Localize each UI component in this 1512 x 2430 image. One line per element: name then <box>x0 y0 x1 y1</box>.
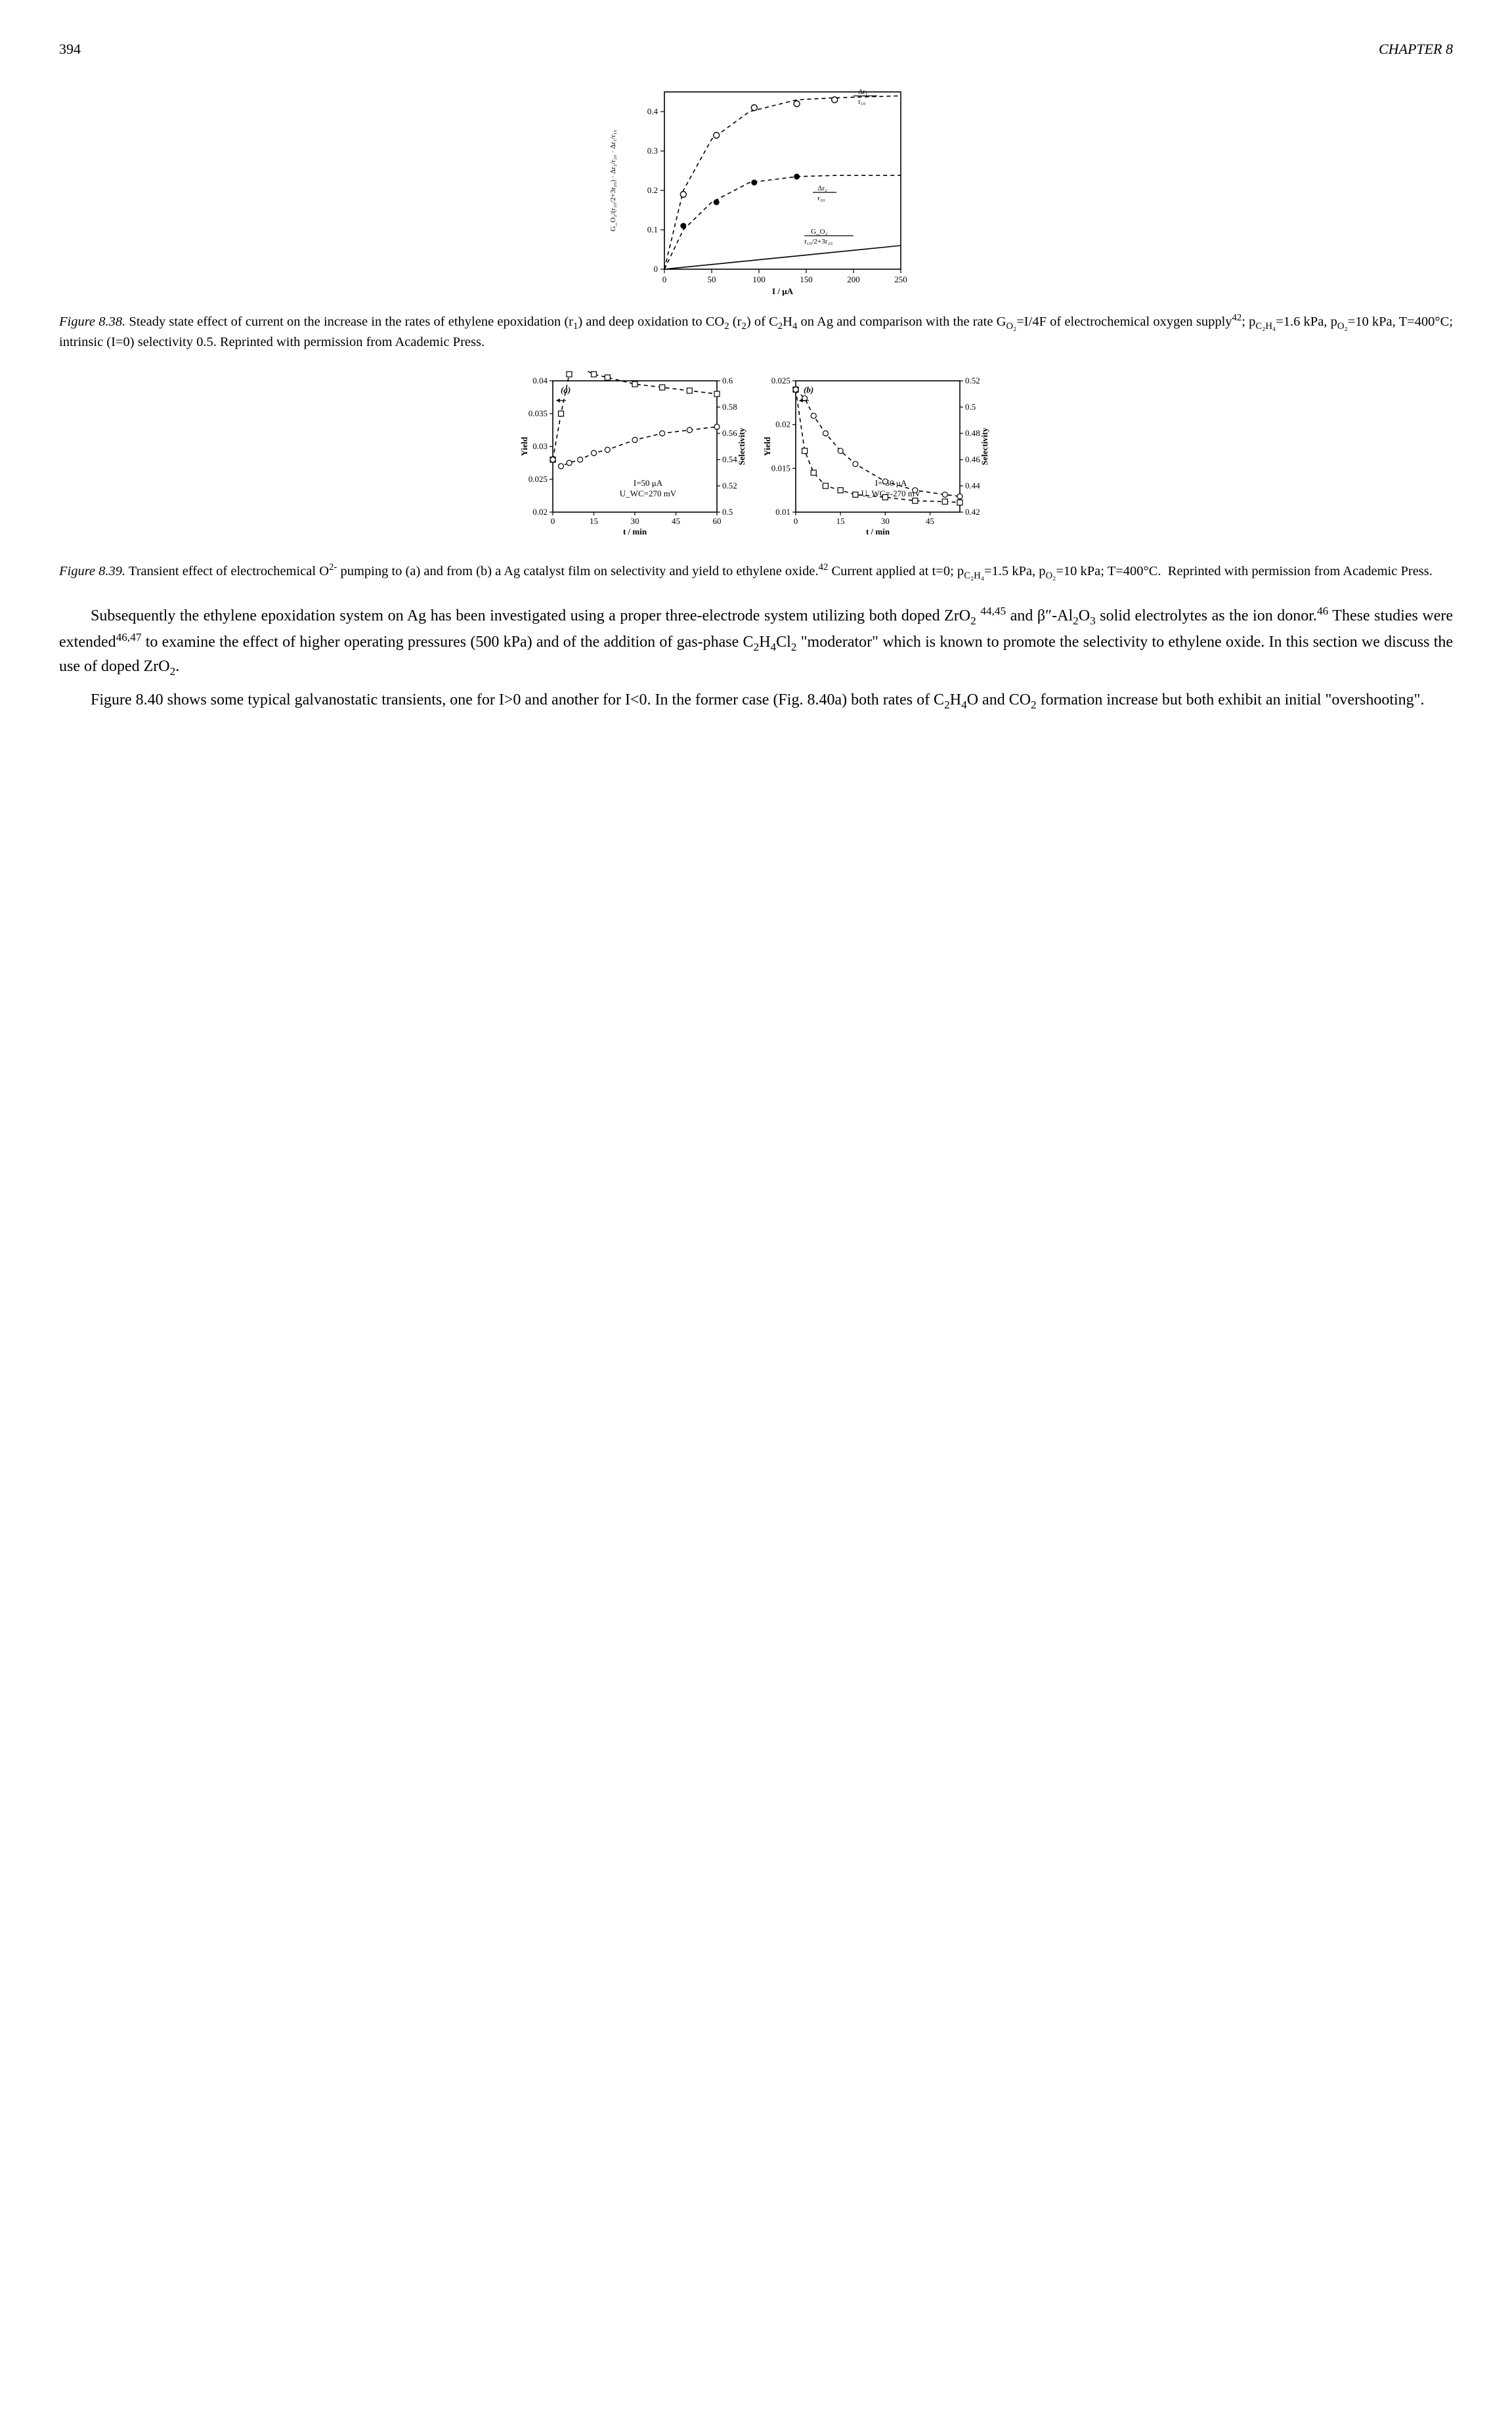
svg-text:Yield: Yield <box>519 437 529 456</box>
svg-text:30: 30 <box>880 516 889 526</box>
svg-text:0.54: 0.54 <box>722 454 737 464</box>
svg-text:0.035: 0.035 <box>528 408 547 418</box>
svg-text:0.58: 0.58 <box>722 402 737 412</box>
svg-text:(b): (b) <box>804 385 813 395</box>
fig839a-chart: 0 15 30 45 60 0.02 0.025 0.03 0.035 0.04 0.5 0.52 0.… <box>517 371 753 542</box>
svg-text:r₂₀: r₂₀ <box>817 194 825 202</box>
svg-text:0: 0 <box>550 516 555 526</box>
svg-text:0.46: 0.46 <box>965 454 980 464</box>
svg-text:0.025: 0.025 <box>528 474 547 484</box>
svg-text:Δr₂: Δr₂ <box>817 184 827 192</box>
svg-text:t / min: t / min <box>622 527 647 536</box>
svg-text:Selectivity: Selectivity <box>980 427 989 466</box>
svg-text:0.04: 0.04 <box>532 376 548 385</box>
svg-text:I / μA: I / μA <box>772 286 794 296</box>
svg-text:100: 100 <box>752 274 766 284</box>
svg-text:0: 0 <box>653 264 658 274</box>
svg-text:60: 60 <box>712 516 721 526</box>
svg-text:0.025: 0.025 <box>771 376 790 385</box>
svg-text:0.5: 0.5 <box>722 507 733 517</box>
svg-text:Selectivity: Selectivity <box>737 427 746 466</box>
svg-text:Yield: Yield <box>762 437 772 456</box>
fig839-caption: Figure 8.39. Transient effect of electro… <box>59 561 1453 583</box>
svg-text:r₁₀: r₁₀ <box>858 98 865 106</box>
fig838-caption: Figure 8.38. Steady state effect of curr… <box>59 312 1453 352</box>
fig839b-chart: 0 15 30 45 0.01 0.015 0.02 0.025 0.42 0.44 0.46 0.4… <box>760 371 996 542</box>
svg-text:0.01: 0.01 <box>775 507 790 517</box>
svg-text:0.2: 0.2 <box>647 185 657 195</box>
svg-text:15: 15 <box>590 516 598 526</box>
svg-text:45: 45 <box>926 516 934 526</box>
svg-text:50: 50 <box>707 274 716 284</box>
svg-text:0.6: 0.6 <box>722 376 733 385</box>
svg-text:0.03: 0.03 <box>532 441 548 451</box>
svg-text:0: 0 <box>662 274 666 284</box>
body-paragraphs: Subsequently the ethylene epoxidation sy… <box>59 603 1453 712</box>
para1: Subsequently the ethylene epoxidation sy… <box>59 603 1453 680</box>
page-number: 394 <box>59 39 81 59</box>
svg-text:200: 200 <box>847 274 860 284</box>
figure-8-38: 0 50 100 150 200 250 0 0.1 0.2 0.3 0.4 I / μA G_O₂/(… <box>59 79 1453 352</box>
svg-text:t / min: t / min <box>865 527 890 536</box>
svg-text:0.4: 0.4 <box>647 106 658 116</box>
svg-text:0.44: 0.44 <box>965 481 980 490</box>
svg-text:0.52: 0.52 <box>722 481 737 490</box>
svg-text:r₁₀/2+3r₂₀: r₁₀/2+3r₂₀ <box>804 238 832 246</box>
svg-text:45: 45 <box>672 516 680 526</box>
para2: Figure 8.40 shows some typical galvanost… <box>59 689 1453 713</box>
svg-text:G_O₂: G_O₂ <box>811 228 827 236</box>
svg-text:0.5: 0.5 <box>965 402 976 412</box>
svg-text:0.02: 0.02 <box>532 507 548 517</box>
svg-text:G_O₂/(r₁₀/2+3r₂₀) · Δr₂/r₂₀ ·: G_O₂/(r₁₀/2+3r₂₀) · Δr₂/r₂₀ · Δr₁/r₁₀ <box>609 129 617 231</box>
svg-text:Δr₁: Δr₁ <box>858 88 868 96</box>
svg-text:0.52: 0.52 <box>965 376 980 385</box>
chapter-label: CHAPTER 8 <box>1379 39 1453 59</box>
svg-text:0.1: 0.1 <box>647 225 657 234</box>
page-header: 394 CHAPTER 8 <box>59 39 1453 59</box>
svg-text:150: 150 <box>800 274 813 284</box>
svg-text:I=-50 μA: I=-50 μA <box>875 478 907 488</box>
figure-8-39: 0 15 30 45 60 0.02 0.025 0.03 0.035 0.04 0.5 0.52 0.… <box>59 371 1453 583</box>
svg-text:I=50 μA: I=50 μA <box>633 478 662 488</box>
svg-text:U_WC=270 mV: U_WC=270 mV <box>619 488 676 498</box>
svg-text:0.56: 0.56 <box>722 428 737 438</box>
svg-text:30: 30 <box>630 516 639 526</box>
svg-text:0.3: 0.3 <box>647 146 657 156</box>
svg-text:0.015: 0.015 <box>771 464 790 473</box>
fig838-chart: 0 50 100 150 200 250 0 0.1 0.2 0.3 0.4 I / μA G_O₂/(… <box>599 79 914 302</box>
svg-text:0: 0 <box>793 516 798 526</box>
svg-text:250: 250 <box>894 274 907 284</box>
svg-text:0.48: 0.48 <box>965 428 980 438</box>
svg-text:0.42: 0.42 <box>965 507 980 517</box>
svg-text:15: 15 <box>836 516 844 526</box>
svg-text:0.02: 0.02 <box>775 420 790 429</box>
